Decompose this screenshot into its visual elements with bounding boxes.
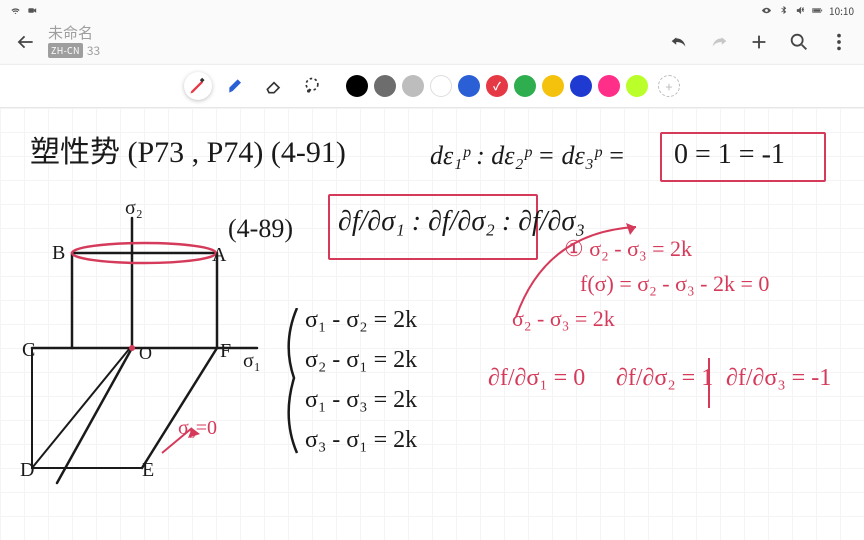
- mute-icon: [795, 5, 806, 16]
- lang-badge: ZH-CN: [48, 43, 83, 58]
- color-swatch[interactable]: [486, 75, 508, 97]
- page-number: 33: [87, 42, 100, 59]
- color-swatch[interactable]: [374, 75, 396, 97]
- toolbar: +: [0, 64, 864, 108]
- back-button[interactable]: [8, 24, 44, 60]
- add-color-button[interactable]: +: [658, 75, 680, 97]
- divider-stroke: [708, 358, 710, 408]
- canvas[interactable]: 塑性势 (P73 , P74) (4-91) dε₁ᵖ : dε₂ᵖ = dε₃…: [0, 108, 864, 540]
- color-swatch[interactable]: [626, 75, 648, 97]
- add-button[interactable]: [748, 31, 770, 53]
- wifi-icon: [10, 5, 21, 16]
- status-time: 10:10: [829, 3, 854, 18]
- eye-icon: [761, 5, 772, 16]
- handwriting: ∂f/∂σ₃ = -1: [726, 366, 831, 390]
- point-label: C: [22, 340, 35, 360]
- app-header: 未命名 ZH-CN 33: [0, 20, 864, 64]
- point-label: D: [20, 460, 34, 480]
- handwriting: σ₃=0: [178, 418, 217, 438]
- color-swatch[interactable]: [542, 75, 564, 97]
- handwriting: σ₂ - σ₃ = 2k: [512, 308, 615, 330]
- search-button[interactable]: [788, 31, 810, 53]
- point-label: A: [212, 245, 226, 265]
- handwriting: dε₁ᵖ : dε₂ᵖ = dε₃ᵖ =: [430, 143, 625, 169]
- color-swatch[interactable]: [598, 75, 620, 97]
- battery-icon: [812, 5, 823, 16]
- pen-tool[interactable]: [184, 72, 212, 100]
- point-label: F: [220, 341, 231, 361]
- bluetooth-icon: [778, 5, 789, 16]
- color-swatch[interactable]: [346, 75, 368, 97]
- color-swatch[interactable]: [514, 75, 536, 97]
- color-swatch[interactable]: [458, 75, 480, 97]
- eraser-tool[interactable]: [260, 72, 288, 100]
- undo-button[interactable]: [668, 31, 690, 53]
- redo-button[interactable]: [708, 31, 730, 53]
- more-button[interactable]: [828, 31, 850, 53]
- handwriting: 塑性势 (P73 , P74) (4-91): [30, 138, 346, 168]
- handwriting: σ₁ - σ₃ = 2k: [305, 388, 417, 412]
- doc-title[interactable]: 未命名: [48, 25, 100, 42]
- handwriting: σ₁ - σ₂ = 2k: [305, 308, 417, 332]
- point-label: B: [52, 243, 65, 263]
- handwriting: ∂f/∂σ₁ = 0: [488, 366, 585, 390]
- marker-tool[interactable]: [222, 72, 250, 100]
- color-palette: [346, 75, 648, 97]
- camera-icon: [27, 5, 38, 16]
- axis-label: σ₁: [243, 351, 261, 371]
- brace: [282, 308, 302, 458]
- handwriting: f(σ) = σ₂ - σ₃ - 2k = 0: [580, 273, 769, 295]
- color-swatch[interactable]: [570, 75, 592, 97]
- axis-label: σ₂: [125, 198, 143, 218]
- handwriting: ∂f/∂σ₂ = 1: [616, 366, 713, 390]
- lasso-tool[interactable]: [298, 72, 326, 100]
- handwriting: σ₃ - σ₁ = 2k: [305, 428, 417, 452]
- point-label: O: [139, 344, 152, 362]
- handwriting: σ₂ - σ₁ = 2k: [305, 348, 417, 372]
- handwriting: ① σ₂ - σ₃ = 2k: [564, 238, 692, 260]
- color-swatch[interactable]: [430, 75, 452, 97]
- status-bar: 10:10: [0, 0, 864, 20]
- point-label: E: [142, 460, 154, 480]
- handwriting: 0 = 1 = -1: [674, 141, 785, 169]
- color-swatch[interactable]: [402, 75, 424, 97]
